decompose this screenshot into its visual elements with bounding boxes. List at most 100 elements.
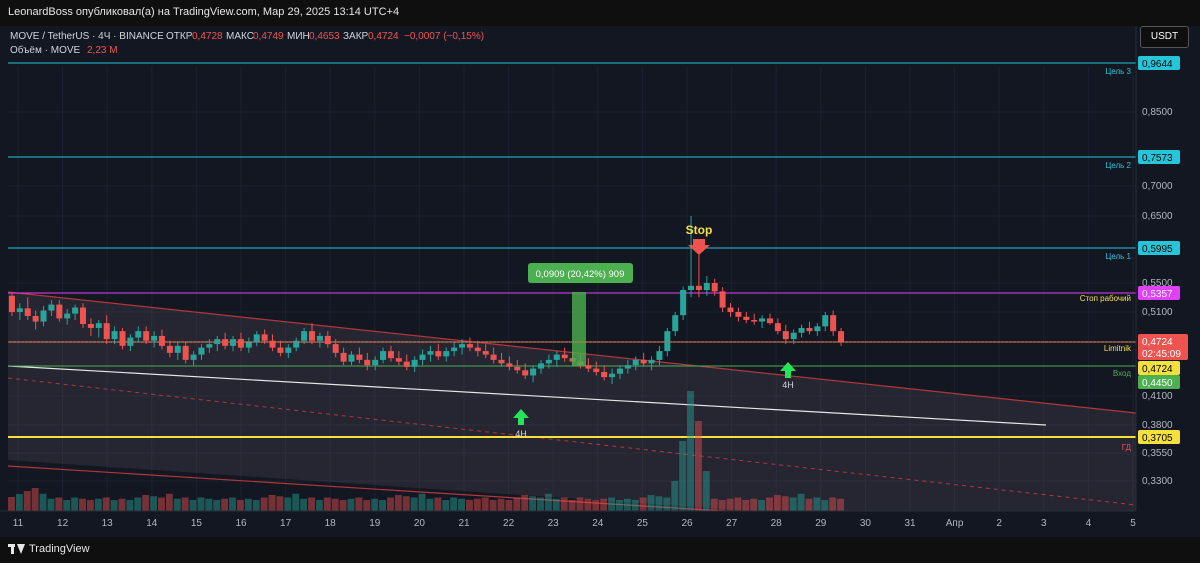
time-axis[interactable]: 11 12 13 14 15 16 17 18 19 20 21 22 23 24 25 26 27 28 29 30…	[0, 510, 1200, 537]
price-tick: 0,5500	[1142, 278, 1173, 289]
volume-bar	[323, 497, 331, 511]
volume-bar	[513, 497, 521, 511]
candle-body	[64, 313, 71, 319]
volume-bar	[481, 497, 489, 511]
candle-body	[230, 339, 237, 346]
volume-bar	[402, 496, 410, 511]
candle-body	[435, 351, 442, 357]
level-label: Цель 2	[1105, 161, 1131, 170]
volume-bar	[734, 497, 742, 511]
candle-body	[822, 315, 829, 327]
close-value: 0,4724	[368, 31, 399, 42]
time-tick: 18	[325, 518, 337, 529]
volume-bar	[244, 498, 252, 511]
price-tick: 0,6500	[1142, 211, 1173, 222]
volume-bar	[418, 493, 426, 511]
candle-body	[56, 304, 63, 319]
level-tag-bg	[1138, 430, 1180, 444]
candle-body	[72, 307, 79, 314]
volume-bar	[363, 500, 371, 511]
high-value: 0,4749	[253, 31, 284, 42]
price-axis[interactable]: 0,8500 0,7000 0,6500 0,5500 0,5100 0,4100 0,38…	[1135, 26, 1200, 537]
time-tick: 30	[860, 518, 872, 529]
time-tick: 25	[637, 518, 649, 529]
time-tick: Апр	[946, 518, 964, 529]
candle-body	[87, 323, 94, 328]
volume-bar	[39, 493, 47, 511]
candles	[8, 216, 845, 384]
currency-button[interactable]: USDT	[1140, 26, 1189, 48]
candle-body	[490, 354, 497, 360]
level-label: Вход	[1113, 369, 1131, 378]
volume-bar	[805, 498, 813, 511]
candle-body	[190, 354, 197, 360]
time-tick: 2	[996, 518, 1002, 529]
chart-area[interactable]: MOVE / TetherUS · 4Ч · BINANCE ОТКР 0,47…	[0, 26, 1200, 538]
volume-bar	[205, 498, 213, 511]
candle-body	[419, 354, 426, 360]
measure-box	[572, 292, 586, 366]
tradingview-logo[interactable]: TradingView	[8, 543, 90, 555]
candle-body	[348, 354, 355, 362]
candle-body	[285, 347, 292, 353]
volume-bar	[789, 497, 797, 511]
candle-body	[790, 332, 797, 340]
price-chart[interactable]: MOVE / TetherUS · 4Ч · BINANCE ОТКР 0,47…	[0, 26, 1200, 538]
symbol-title: MOVE / TetherUS · 4Ч · BINANCE	[10, 31, 164, 42]
volume-bar	[142, 495, 150, 511]
candle-body	[324, 335, 331, 345]
volume-bar	[710, 498, 718, 511]
candle-body	[798, 327, 805, 333]
time-tick: 16	[235, 518, 247, 529]
current-price-tag: 0,4724	[1142, 337, 1173, 348]
candle-body	[411, 359, 418, 367]
candle-body	[269, 340, 276, 348]
candle-body	[8, 295, 15, 312]
volume-bar	[655, 496, 663, 511]
stop-arrow-icon	[688, 239, 710, 255]
time-tick: 27	[726, 518, 738, 529]
low-value: 0,4653	[309, 31, 340, 42]
volume-bar	[284, 497, 292, 511]
candle-body	[48, 304, 55, 311]
tf-annotation: 4H	[515, 429, 527, 439]
tf-annotation: 4H	[782, 380, 794, 390]
level-tag: 0,9644	[1142, 59, 1173, 70]
candle-body	[387, 351, 394, 359]
volume-bar	[63, 500, 71, 511]
candle-body	[127, 337, 134, 346]
tradingview-icon	[8, 544, 25, 554]
candle-body	[222, 339, 229, 346]
limit-price-tag: 0,4724	[1142, 364, 1173, 375]
volume-bar	[529, 496, 537, 511]
candle-body	[158, 335, 165, 346]
volume-bar	[758, 500, 766, 511]
volume-bar	[560, 497, 568, 511]
candle-body	[40, 310, 47, 322]
candle-body	[727, 307, 734, 312]
volume-bar	[158, 497, 165, 511]
level-tag: 0,4450	[1142, 378, 1173, 389]
limit-price-tag-bg	[1138, 361, 1180, 375]
volume-bar	[347, 498, 355, 511]
volume-bar	[276, 496, 284, 511]
candle-body	[782, 331, 789, 340]
volume-bar	[750, 498, 758, 511]
volume-bar	[71, 497, 79, 511]
candle-body	[111, 331, 118, 340]
buy-arrow-icon	[780, 362, 796, 378]
volume-bar	[766, 497, 773, 511]
candle-body	[332, 344, 339, 353]
candle-body	[814, 326, 821, 332]
countdown-tag: 02:45:09	[1142, 349, 1181, 360]
volume-bar	[837, 498, 844, 511]
volume-bars	[8, 391, 844, 511]
overlays: 0,0909 (20,42%) 909 Stop 4H 4H	[8, 223, 1136, 439]
candle-body	[751, 319, 758, 322]
volume-bar	[616, 500, 623, 511]
volume-bar	[829, 497, 837, 511]
candle-body	[277, 347, 284, 353]
volume-bar	[600, 498, 608, 511]
level-tag: 0,5357	[1142, 289, 1173, 300]
volume-bar	[15, 494, 23, 511]
